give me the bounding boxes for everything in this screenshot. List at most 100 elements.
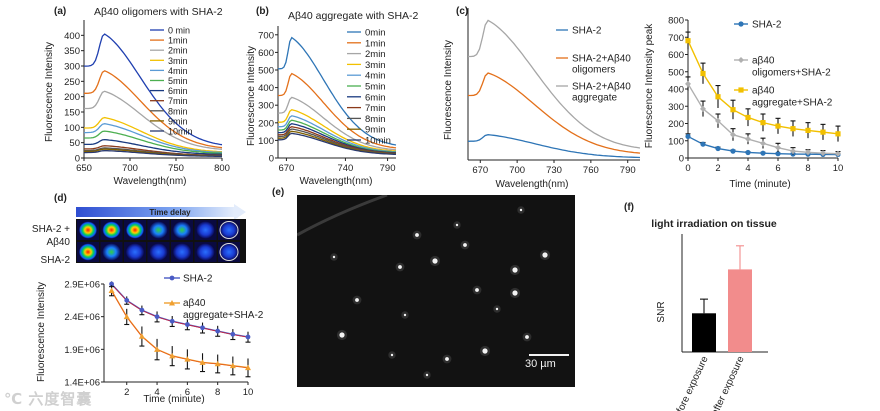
- c2-ytick-label: 400: [668, 85, 684, 96]
- a-plot-ytick-label: 300: [64, 62, 80, 73]
- heat-spot-top: [79, 221, 97, 239]
- c2-point: [760, 150, 766, 156]
- d-point: [123, 313, 130, 320]
- panel-f-title: light irradiation on tissue: [651, 218, 777, 230]
- c-plot-legend-label: SHA-2+Aβ40: [572, 54, 631, 65]
- heat-header-bar: [76, 207, 234, 217]
- d-xtick-label: 10: [243, 387, 254, 398]
- c2-xtick-label: 6: [775, 163, 780, 174]
- d-point: [230, 331, 236, 337]
- a-plot-legend-label: 6min: [168, 86, 188, 96]
- c2-point: [805, 127, 811, 133]
- panel-e-microscopy-image: 30 µm: [297, 195, 575, 387]
- c2-point: [745, 114, 751, 121]
- panel-f-label: (f): [624, 202, 634, 213]
- a-plot-series-line: [84, 123, 223, 154]
- d-point: [215, 328, 221, 334]
- c2-point: [745, 136, 751, 143]
- panel-d-heat-header: Time delay: [149, 208, 191, 217]
- b-plot-series-line: [277, 36, 397, 146]
- fluorescent-spot: [495, 307, 499, 311]
- heat-spot-bottom: [102, 243, 121, 261]
- c2-legend-marker: [738, 87, 744, 93]
- a-plot-legend-label: 5min: [168, 76, 188, 86]
- b-plot-xtick-label: 790: [380, 163, 396, 174]
- tissue-edge: [297, 195, 388, 237]
- b-plot-ytick-label: 100: [258, 136, 274, 147]
- panel-b-chart: (b) Aβ40 aggregate with SHA-2 0 100 200 300…: [246, 6, 419, 187]
- heat-spot-top: [102, 221, 121, 239]
- panel-e-scale-bar: [529, 354, 569, 356]
- panel-f-chart: (f) light irradiation on tissue before e…: [624, 202, 777, 411]
- b-plot-ytick-label: 300: [258, 101, 274, 112]
- panel-d-ylabel: Fluorescence Intensity: [36, 282, 47, 382]
- a-plot-xtick-label: 750: [168, 163, 184, 174]
- c2-point: [820, 129, 826, 135]
- fluorescent-spot: [415, 233, 419, 237]
- d-xtick-label: 2: [124, 387, 129, 398]
- a-plot-series-line: [84, 90, 223, 150]
- d-point: [184, 322, 190, 327]
- b-plot-series-line: [277, 96, 397, 151]
- heat-spot-top: [126, 221, 144, 239]
- a-plot-series-line: [84, 116, 223, 153]
- d-point: [200, 325, 205, 331]
- b-plot-legend-label: 1min: [365, 38, 386, 49]
- a-plot-legend-label: 7min: [168, 96, 188, 106]
- b-plot-legend-label: 8min: [365, 114, 386, 125]
- fluorescent-spot: [332, 255, 336, 259]
- panel-c-kinetics-chart: 0 100 200 300 400 500 600 700 800 0 2 4 6 8 10 SHA-2 aβ4…: [644, 16, 843, 191]
- d-xtick-label: 6: [185, 387, 190, 398]
- a-plot-ytick-label: 200: [64, 92, 80, 103]
- c2-point: [685, 133, 691, 140]
- c2-legend-label: aβ40: [752, 86, 775, 97]
- panel-a-ylabel: Fluorescence Intensity: [44, 42, 55, 142]
- a-plot-ytick-label: 350: [64, 46, 80, 57]
- c2-legend-marker: [738, 21, 744, 27]
- c-plot-legend-label: SHA-2+Aβ40: [572, 82, 631, 93]
- panel-f-ylabel: SNR: [656, 301, 667, 322]
- c2-point: [760, 140, 766, 147]
- heat-spot-bottom: [149, 243, 168, 261]
- fluorescent-spot: [482, 348, 488, 354]
- b-plot-legend-label: 10min: [365, 136, 391, 147]
- c2-ytick-label: 500: [668, 67, 684, 78]
- c2-point: [790, 126, 796, 132]
- heat-spot-bottom: [79, 243, 97, 261]
- panel-f-plot-area: before exposure after exposure: [670, 234, 768, 411]
- a-plot-ytick-label: 100: [64, 123, 80, 134]
- panel-a-xlabel: Wavelength(nm): [114, 176, 187, 187]
- fluorescent-spot: [398, 265, 402, 269]
- panel-a-plot-area: 0 50 100 150 200 250 300 350 400 650 700 750 800 0 mi…: [64, 20, 230, 174]
- a-plot-ytick-label: 400: [64, 31, 80, 42]
- panel-c-kinetics-ylabel: Fluorescence Intensity peak: [644, 23, 655, 149]
- a-plot-series-line: [84, 150, 222, 157]
- heat-spot-top: [149, 221, 168, 239]
- c2-point: [775, 151, 781, 157]
- d-point: [154, 346, 161, 352]
- fluorescent-spot: [432, 258, 438, 264]
- c-plot-legend-label: oligomers: [572, 65, 615, 76]
- panel-c-plot-area: 670 700 730 760 790SHA-2SHA-2+Aβ40oligomersS…: [467, 8, 641, 176]
- panel-c-label: (c): [456, 6, 468, 17]
- d-point: [184, 356, 191, 362]
- a-plot-legend-label: 9min: [168, 116, 188, 126]
- b-plot-xtick-label: 670: [278, 163, 294, 174]
- d-point: [245, 334, 251, 340]
- a-plot-xtick-label: 700: [122, 163, 138, 174]
- c-plot-series-line: [467, 134, 641, 159]
- c2-point: [700, 105, 706, 112]
- d-series-line: [110, 290, 249, 369]
- fluorescent-spot: [512, 267, 518, 273]
- heat-spot-bottom: [196, 243, 215, 261]
- d-xtick-label: 4: [154, 387, 159, 398]
- c2-point: [835, 131, 841, 137]
- panel-c-kinetics-xlabel: Time (minute): [729, 179, 790, 190]
- panel-d-row-label-3: SHA-2: [41, 255, 71, 266]
- d-ytick-label: 2.4E+06: [64, 312, 100, 323]
- c2-ytick-label: 200: [668, 119, 684, 130]
- d-fit-line: [111, 290, 249, 369]
- heat-ring: [219, 243, 239, 261]
- d-point: [245, 364, 251, 371]
- panel-d-plot-area: 1.4E+06 1.9E+06 2.4E+06 2.9E+06 2 4 6 8 10 SHA-2 a…: [64, 274, 263, 399]
